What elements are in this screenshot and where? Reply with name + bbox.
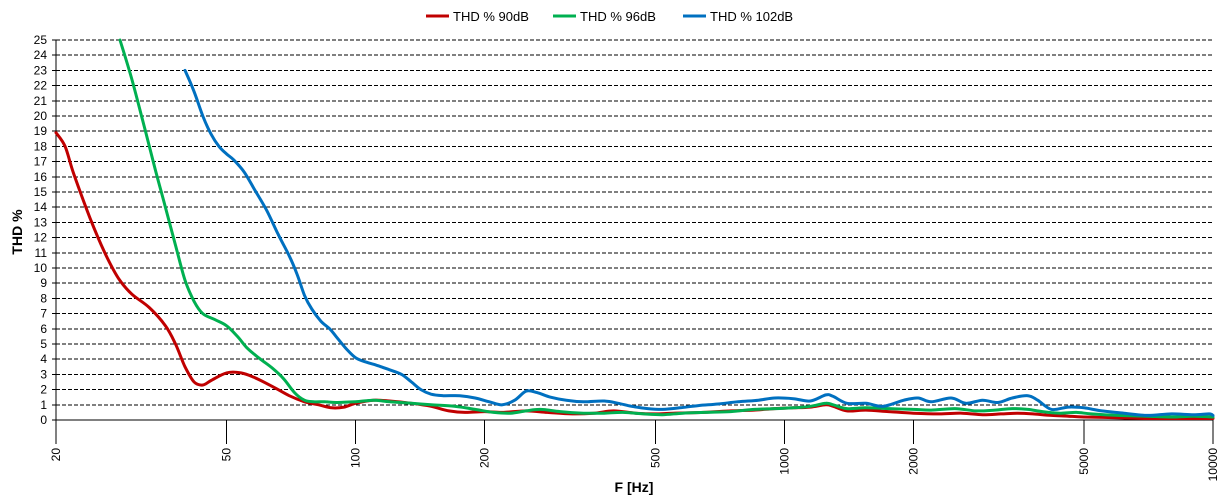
legend: THD % 90dB THD % 96dB THD % 102dB <box>426 9 793 24</box>
y-tick-label: 10 <box>34 261 48 275</box>
y-tick-label: 1 <box>40 398 47 412</box>
legend-label-3: THD % 102dB <box>710 9 793 24</box>
y-tick-label: 5 <box>40 337 47 351</box>
series-line-2 <box>118 38 1215 419</box>
y-tick-label: 18 <box>34 139 48 153</box>
y-tick-label: 11 <box>35 246 48 260</box>
y-axis-title: THD % <box>9 209 25 255</box>
x-tick-label: 10000 <box>1206 448 1220 482</box>
x-tick-label: 50 <box>220 448 234 462</box>
y-tick-label: 25 <box>34 33 48 47</box>
y-tick-label: 23 <box>34 63 48 77</box>
x-tick-label: 500 <box>648 448 662 468</box>
x-tick-label: 2000 <box>906 448 920 475</box>
x-axis-title: F [Hz] <box>615 479 654 495</box>
x-tick-labels: 20 50 100 200 500 1000 2000 5000 10000 <box>49 448 1220 482</box>
series-line-3 <box>183 68 1215 417</box>
y-tick-label: 24 <box>34 48 48 62</box>
axes <box>52 39 1214 444</box>
x-tick-label: 100 <box>349 448 363 468</box>
y-tick-label: 14 <box>34 200 48 214</box>
y-tick-label: 3 <box>40 367 47 381</box>
y-tick-labels: 0123456789101112131415161718192021222324… <box>34 33 48 427</box>
y-tick-label: 9 <box>40 276 47 290</box>
x-tick-label: 20 <box>49 448 63 462</box>
y-tick-label: 15 <box>34 185 48 199</box>
y-tick-label: 12 <box>34 231 48 245</box>
y-tick-label: 17 <box>34 155 48 169</box>
y-tick-label: 22 <box>34 79 48 93</box>
series-lines <box>54 38 1215 421</box>
y-tick-label: 4 <box>40 352 47 366</box>
y-tick-label: 2 <box>40 383 47 397</box>
legend-label-1: THD % 90dB <box>453 9 529 24</box>
y-tick-label: 13 <box>34 215 48 229</box>
x-tick-label: 1000 <box>777 448 791 475</box>
y-tick-label: 16 <box>34 170 48 184</box>
y-tick-label: 21 <box>34 94 48 108</box>
x-tick-label: 200 <box>478 448 492 468</box>
x-tick-label: 5000 <box>1077 448 1091 475</box>
y-tick-label: 19 <box>34 124 48 138</box>
y-tick-label: 0 <box>40 413 47 427</box>
legend-label-2: THD % 96dB <box>580 9 656 24</box>
y-tick-label: 20 <box>34 109 48 123</box>
y-tick-label: 6 <box>40 322 47 336</box>
y-tick-label: 7 <box>40 307 47 321</box>
y-tick-label: 8 <box>40 291 47 305</box>
